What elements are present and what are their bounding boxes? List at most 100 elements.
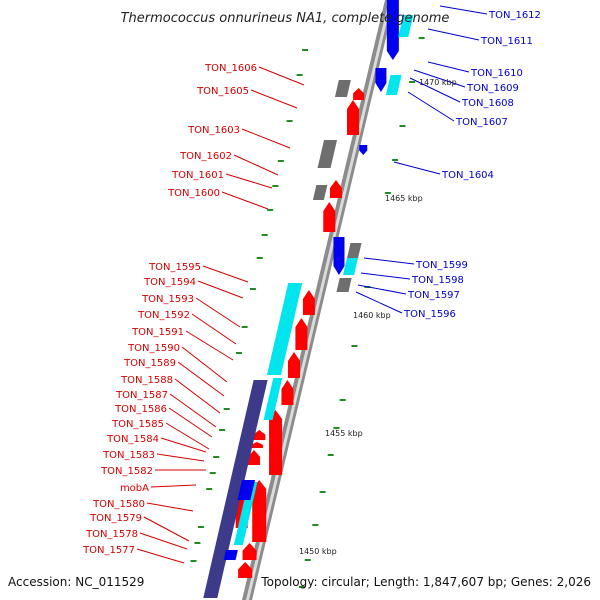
leader-line	[393, 161, 441, 175]
gene-label-left: TON_1577	[82, 545, 135, 556]
gene-arrow	[375, 68, 387, 92]
gene-label-left: TON_1593	[141, 294, 194, 305]
gene-label-left: TON_1595	[148, 262, 201, 273]
gene-arrow	[295, 318, 308, 350]
gene-label-left: TON_1586	[114, 404, 167, 415]
gene-features	[203, 0, 414, 598]
gene-arrow	[323, 202, 336, 232]
gene-label-left: TON_1592	[137, 310, 190, 321]
gene-label-left: TON_1606	[204, 63, 257, 74]
gene-arrow	[250, 442, 263, 448]
gene-feature	[312, 185, 328, 200]
gene-label-right: TON_1596	[403, 309, 456, 320]
gene-feature	[266, 283, 303, 375]
gene-label-right: TON_1610	[470, 68, 523, 79]
leader-line	[360, 272, 411, 280]
leader-line	[191, 313, 237, 345]
gene-feature	[336, 278, 352, 292]
gene-arrow	[288, 352, 301, 378]
leader-line	[221, 191, 269, 210]
gene-feature	[223, 550, 238, 560]
gene-label-right: TON_1604	[441, 170, 494, 181]
gene-arrow	[359, 145, 368, 155]
gene-label-left: mobA	[120, 483, 149, 494]
leader-line	[181, 346, 228, 383]
gene-feature	[237, 480, 256, 500]
leader-line	[427, 28, 480, 41]
gene-labels: TON_1606 TON_1605 TON_1603 TON_1602 TON_1601…	[82, 10, 541, 556]
leader-line	[363, 257, 415, 265]
leader-line	[241, 128, 291, 149]
leader-line	[146, 502, 194, 512]
kbp-label: 1455 kbp	[325, 429, 363, 438]
leader-line	[225, 173, 273, 189]
leader-line	[168, 407, 213, 438]
gene-arrow	[238, 562, 253, 578]
leader-line	[202, 265, 249, 283]
leader-line	[136, 548, 185, 564]
leader-line	[139, 532, 188, 550]
leader-line	[258, 66, 305, 86]
gene-label-left: TON_1579	[89, 513, 142, 524]
leader-line	[143, 516, 190, 542]
gene-feature	[233, 482, 258, 545]
gene-label-left: TON_1605	[196, 86, 249, 97]
leader-line	[407, 91, 455, 122]
gene-label-left: TON_1583	[102, 450, 155, 461]
gene-label-left: TON_1601	[171, 170, 224, 181]
gene-label-left: TON_1602	[179, 151, 232, 162]
gene-label-right: TON_1611	[480, 36, 533, 47]
gene-label-right: TON_1612	[488, 10, 541, 21]
gene-arrow	[252, 480, 267, 542]
leader-line	[185, 330, 234, 361]
gene-arrow	[281, 380, 294, 405]
gene-arrow	[353, 88, 365, 100]
gene-arrow	[386, 0, 399, 60]
gene-feature	[334, 80, 351, 97]
leader-line	[165, 422, 210, 450]
gene-feature	[343, 258, 358, 275]
gene-label-right: TON_1608	[461, 98, 514, 109]
leader-line	[160, 437, 207, 453]
leader-line	[177, 361, 225, 397]
gene-arrow	[269, 410, 283, 475]
gene-label-left: TON_1591	[131, 327, 184, 338]
kbp-label: 1465 kbp	[385, 194, 423, 203]
gene-arrow	[333, 237, 345, 275]
gene-arrow	[302, 290, 315, 315]
leader-line	[197, 280, 244, 299]
gene-label-left: TON_1588	[120, 375, 173, 386]
gene-label-right: TON_1598	[411, 275, 464, 286]
gene-arrow	[329, 180, 342, 198]
gene-label-left: TON_1585	[111, 419, 164, 430]
kbp-label: 1450 kbp	[299, 547, 337, 556]
gene-label-left: TON_1578	[85, 529, 138, 540]
gene-arrow	[242, 543, 257, 560]
gene-arrow	[247, 450, 260, 465]
gene-label-left: TON_1590	[127, 343, 180, 354]
gene-arrow	[253, 430, 266, 440]
kbp-labels: 1470 kbp 1465 kbp 1460 kbp 1455 kbp 1450 kbp	[299, 78, 457, 556]
leader-line	[439, 5, 488, 15]
gene-label-left: TON_1582	[100, 466, 153, 477]
gene-label-left: TON_1589	[123, 358, 176, 369]
leader-line	[174, 378, 221, 414]
leader-line	[156, 453, 205, 462]
label-leader-lines	[136, 5, 488, 564]
leader-line	[413, 69, 466, 88]
gene-feature	[347, 243, 362, 258]
gene-feature	[263, 378, 283, 420]
kbp-label: 1470 kbp	[419, 78, 457, 87]
leader-line	[250, 89, 298, 109]
leader-line	[357, 284, 407, 295]
accession-text: Accession: NC_011529	[8, 575, 144, 589]
gene-label-left: TON_1584	[106, 434, 159, 445]
leader-line	[355, 291, 403, 314]
gene-arrow	[346, 100, 359, 135]
gene-label-right: TON_1607	[455, 117, 508, 128]
map-title: Thermococcus onnurineus NA1, complete ge…	[121, 11, 450, 26]
leader-line	[409, 77, 461, 103]
gene-label-left: TON_1600	[167, 188, 220, 199]
leader-line	[195, 297, 241, 328]
